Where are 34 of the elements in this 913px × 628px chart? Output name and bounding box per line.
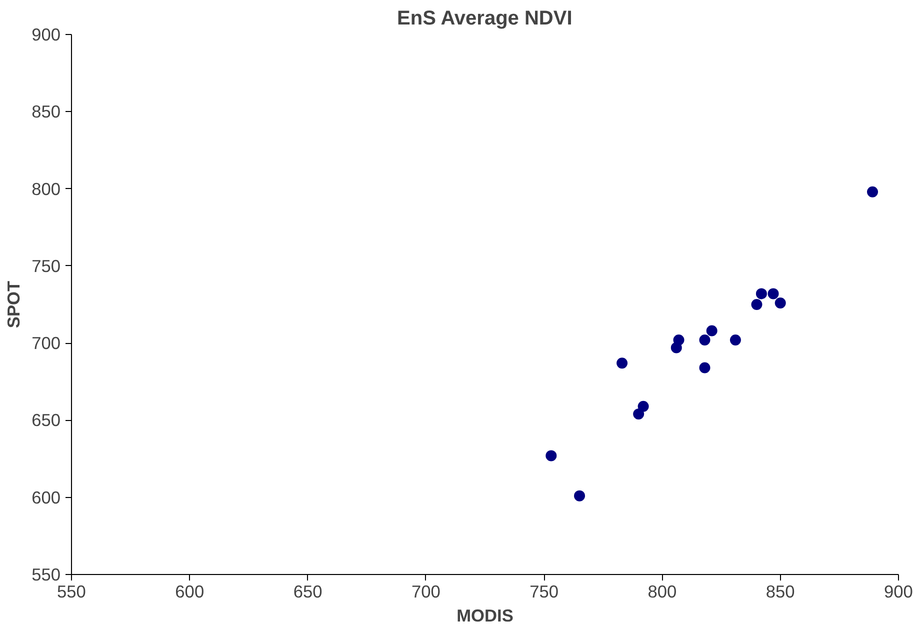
point — [730, 334, 741, 346]
point — [616, 358, 628, 369]
x-tick-label: 900 — [884, 582, 913, 602]
x-tick-label: 700 — [411, 582, 440, 602]
x-tick-label: 600 — [175, 582, 204, 602]
x-tick-label: 550 — [57, 582, 86, 602]
point — [638, 400, 649, 412]
y-tick-label: 650 — [32, 410, 61, 430]
point — [633, 408, 644, 420]
y-tick-label: 850 — [32, 102, 61, 122]
point — [774, 297, 786, 308]
point — [574, 490, 586, 502]
point — [699, 334, 710, 346]
x-tick-label: 750 — [530, 582, 559, 602]
y-tick-label: 600 — [32, 487, 61, 508]
point — [699, 362, 710, 374]
point — [546, 450, 557, 462]
y-tick-label: 800 — [32, 178, 61, 199]
x-tick-label: 850 — [766, 582, 795, 602]
point — [673, 334, 684, 346]
point — [867, 186, 878, 198]
y-tick-label: 700 — [32, 333, 61, 354]
y-tick-label: 750 — [32, 256, 61, 276]
y-tick-label: 900 — [32, 24, 61, 44]
point — [768, 288, 779, 300]
y-tick-label: 550 — [32, 564, 61, 584]
x-tick-label: 800 — [648, 582, 677, 602]
x-tick-label: 650 — [293, 582, 322, 602]
point — [706, 325, 718, 336]
chart-title: EnS Average NDVI — [397, 8, 572, 30]
point — [756, 288, 767, 300]
y-axis-title: SPOT — [4, 280, 24, 328]
point — [751, 299, 762, 310]
x-axis-title: MODIS — [456, 606, 514, 626]
